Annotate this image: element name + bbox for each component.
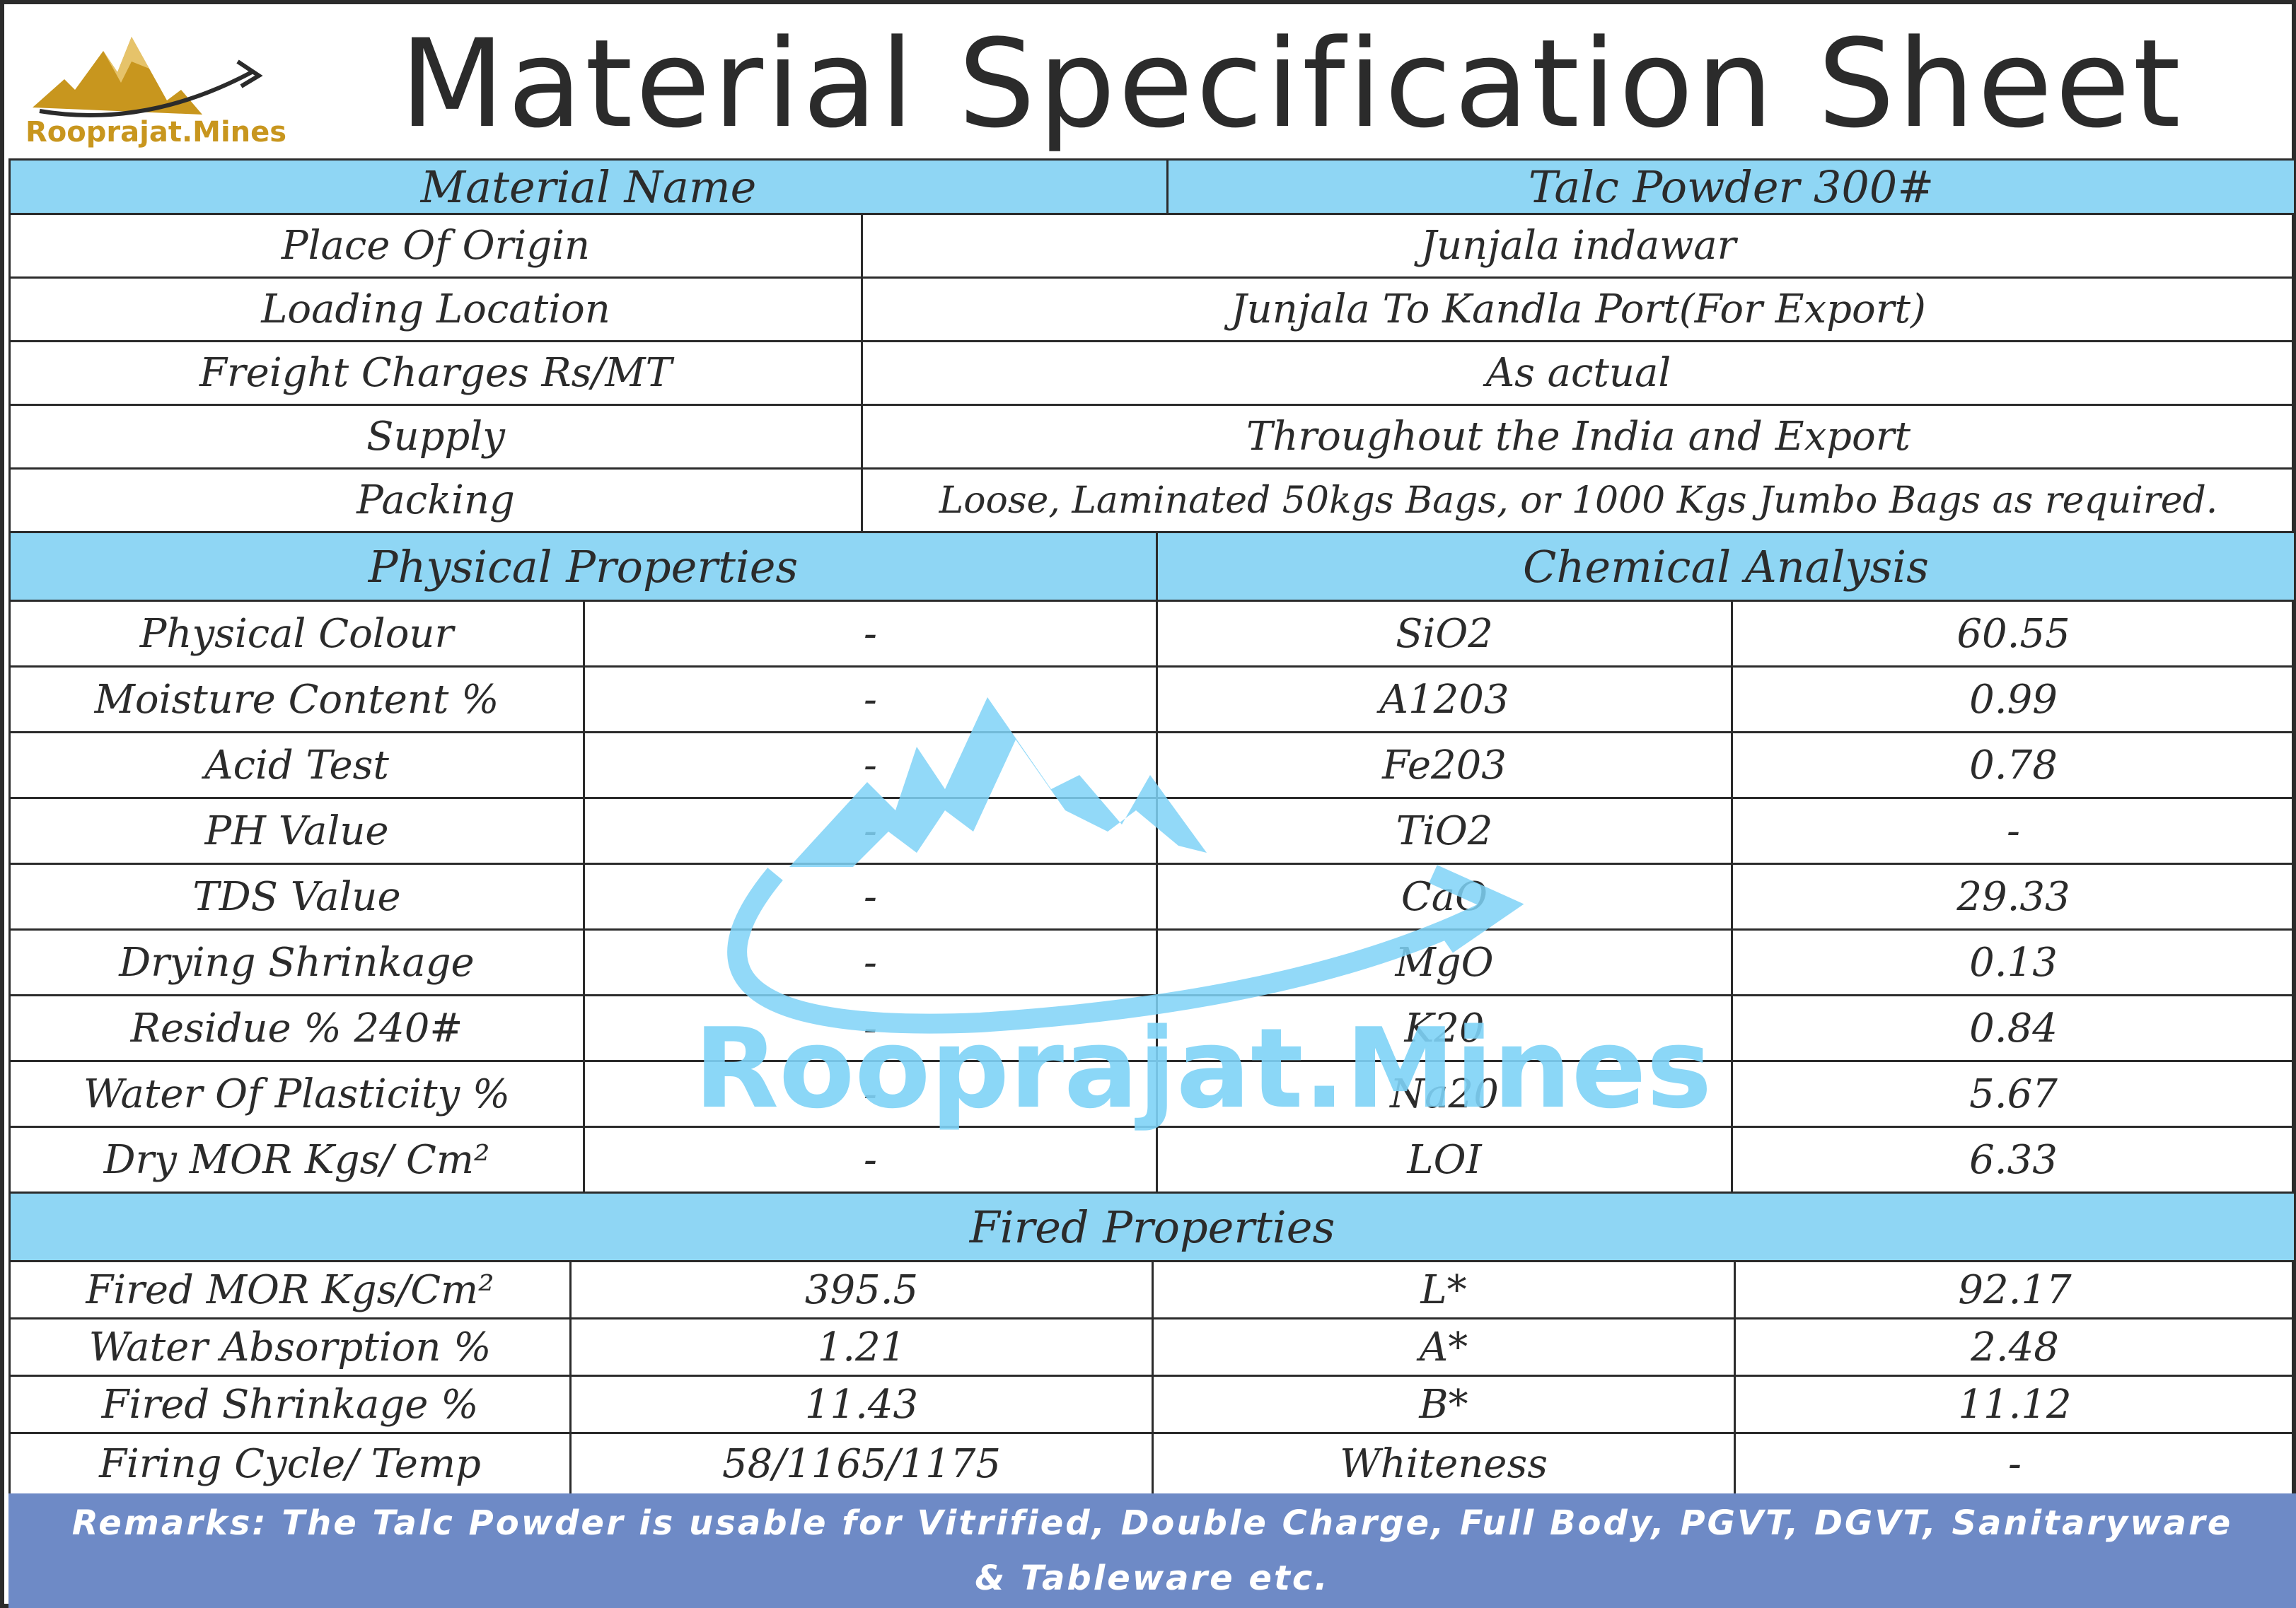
chemical-row-value: 0.99 bbox=[1731, 665, 2296, 733]
physical-row-value: - bbox=[583, 797, 1158, 865]
info-row-value: Junjala To Kandla Port(For Export) bbox=[861, 276, 2296, 342]
chemical-row-label: Na20 bbox=[1156, 1060, 1733, 1128]
header: Rooprajat.Mines Material Specification S… bbox=[4, 4, 2296, 158]
info-row-label: Supply bbox=[8, 404, 863, 470]
fired-row-value: 1.21 bbox=[569, 1317, 1154, 1377]
physical-row-label: Acid Test bbox=[8, 731, 585, 799]
info-row-value: Junjala indawar bbox=[861, 213, 2296, 279]
chemical-row-value: - bbox=[1731, 797, 2296, 865]
fired-row-value-2: - bbox=[1734, 1432, 2296, 1496]
fired-row-label: Fired Shrinkage % bbox=[8, 1375, 572, 1434]
physical-row-label: Dry MOR Kgs/ Cm² bbox=[8, 1126, 585, 1194]
fired-row-label: Water Absorption % bbox=[8, 1317, 572, 1377]
fired-row-value: 11.43 bbox=[569, 1375, 1154, 1434]
chemical-row-value: 60.55 bbox=[1731, 600, 2296, 668]
fired-row-value: 58/1165/1175 bbox=[569, 1432, 1154, 1496]
physical-row-value: - bbox=[583, 1060, 1158, 1128]
chemical-row-label: K20 bbox=[1156, 994, 1733, 1062]
physical-row-label: Residue % 240# bbox=[8, 994, 585, 1062]
info-row-label: Place Of Origin bbox=[8, 213, 863, 279]
fired-properties-heading: Fired Properties bbox=[8, 1192, 2296, 1262]
physical-row-label: Physical Colour bbox=[8, 600, 585, 668]
page-title: Material Specification Sheet bbox=[400, 13, 2184, 155]
fired-row-value-2: 11.12 bbox=[1734, 1375, 2296, 1434]
info-row-value: As actual bbox=[861, 340, 2296, 406]
material-name-label: Material Name bbox=[8, 158, 1169, 215]
fired-row-label-2: L* bbox=[1152, 1260, 1736, 1319]
chemical-row-value: 29.33 bbox=[1731, 863, 2296, 931]
fired-row-label-2: B* bbox=[1152, 1375, 1736, 1434]
info-row-label: Loading Location bbox=[8, 276, 863, 342]
fired-row-label-2: A* bbox=[1152, 1317, 1736, 1377]
fired-row-value-2: 2.48 bbox=[1734, 1317, 2296, 1377]
chemical-row-value: 5.67 bbox=[1731, 1060, 2296, 1128]
chemical-row-value: 0.78 bbox=[1731, 731, 2296, 799]
physical-row-label: Drying Shrinkage bbox=[8, 928, 585, 996]
material-name-value: Talc Powder 300# bbox=[1166, 158, 2296, 215]
chemical-row-label: A1203 bbox=[1156, 665, 1733, 733]
chemical-row-label: TiO2 bbox=[1156, 797, 1733, 865]
physical-row-label: Moisture Content % bbox=[8, 665, 585, 733]
fired-row-label: Firing Cycle/ Temp bbox=[8, 1432, 572, 1496]
fired-row-value-2: 92.17 bbox=[1734, 1260, 2296, 1319]
info-row-label: Freight Charges Rs/MT bbox=[8, 340, 863, 406]
fired-row-value: 395.5 bbox=[569, 1260, 1154, 1319]
physical-row-value: - bbox=[583, 600, 1158, 668]
chemical-row-value: 0.84 bbox=[1731, 994, 2296, 1062]
info-row-value: Throughout the India and Export bbox=[861, 404, 2296, 470]
info-row-value: Loose, Laminated 50kgs Bags, or 1000 Kgs… bbox=[861, 467, 2296, 533]
brand-name: Rooprajat.Mines bbox=[25, 116, 287, 148]
chemical-row-label: LOI bbox=[1156, 1126, 1733, 1194]
chemical-row-label: SiO2 bbox=[1156, 600, 1733, 668]
chemical-row-value: 6.33 bbox=[1731, 1126, 2296, 1194]
physical-row-value: - bbox=[583, 1126, 1158, 1194]
physical-row-value: - bbox=[583, 928, 1158, 996]
info-row-label: Packing bbox=[8, 467, 863, 533]
physical-row-label: PH Value bbox=[8, 797, 585, 865]
chemical-analysis-heading: Chemical Analysis bbox=[1156, 531, 2296, 602]
physical-row-value: - bbox=[583, 994, 1158, 1062]
remarks-banner: Remarks: The Talc Powder is usable for V… bbox=[8, 1493, 2296, 1608]
chemical-row-label: CaO bbox=[1156, 863, 1733, 931]
chemical-row-label: Fe203 bbox=[1156, 731, 1733, 799]
fired-row-label-2: Whiteness bbox=[1152, 1432, 1736, 1496]
fired-row-label: Fired MOR Kgs/Cm² bbox=[8, 1260, 572, 1319]
physical-row-value: - bbox=[583, 665, 1158, 733]
physical-properties-heading: Physical Properties bbox=[8, 531, 1158, 602]
mountain-logo-icon bbox=[33, 37, 263, 117]
physical-row-label: Water Of Plasticity % bbox=[8, 1060, 585, 1128]
physical-row-value: - bbox=[583, 863, 1158, 931]
physical-row-value: - bbox=[583, 731, 1158, 799]
chemical-row-value: 0.13 bbox=[1731, 928, 2296, 996]
physical-row-label: TDS Value bbox=[8, 863, 585, 931]
chemical-row-label: MgO bbox=[1156, 928, 1733, 996]
